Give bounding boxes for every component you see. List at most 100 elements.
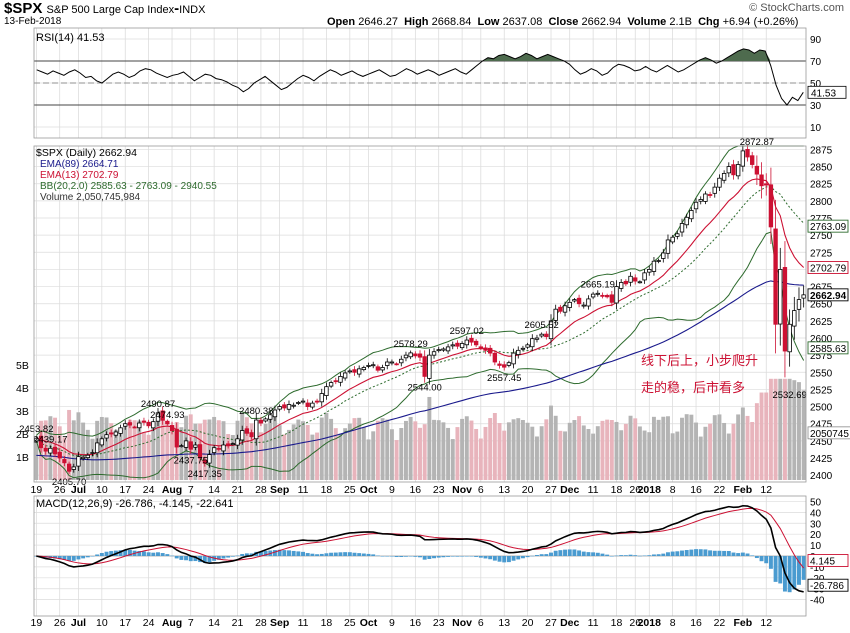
candle-body	[801, 294, 806, 299]
macd-histogram-bar	[399, 556, 404, 557]
candle-body	[721, 173, 727, 181]
volume-bar	[717, 414, 722, 480]
volume-bar	[113, 429, 118, 480]
price-tick-label: 2525	[810, 385, 833, 396]
candle-body	[80, 456, 86, 460]
volume-bar	[408, 416, 413, 480]
macd-histogram-bar	[492, 556, 497, 561]
macd-histogram-bar	[595, 552, 600, 556]
candle-body	[689, 210, 694, 220]
macd-histogram-bar	[301, 551, 305, 556]
volume-bar	[235, 420, 240, 480]
macd-histogram-bar	[324, 553, 329, 556]
macd-histogram-bar	[315, 554, 320, 556]
candle-body	[160, 410, 165, 421]
candle-body	[450, 344, 455, 347]
macd-histogram-bar	[202, 556, 207, 563]
price-flag	[807, 219, 849, 233]
candle-body	[352, 369, 357, 373]
candle-body	[623, 280, 629, 285]
x-tick-label: Nov	[452, 484, 472, 496]
volume-bar	[474, 428, 479, 480]
macd-histogram-bar	[375, 555, 380, 557]
macd-histogram-bar	[731, 552, 736, 556]
macd-histogram-bar	[123, 549, 128, 556]
volume-bar	[450, 439, 455, 480]
volume-bar	[141, 432, 146, 480]
x-tick-label: 27	[545, 617, 557, 629]
volume-bar	[478, 438, 483, 480]
volume-bar	[34, 438, 39, 480]
macd-histogram-bar	[745, 553, 750, 556]
bb-lower-line	[35, 231, 805, 479]
macd-histogram-bar	[137, 550, 142, 556]
volume-bar	[525, 422, 530, 480]
volume-bar	[263, 423, 268, 480]
chart-gridlines	[34, 28, 806, 616]
volume-bar	[544, 419, 549, 480]
candle-body	[85, 454, 90, 459]
macd-histogram-bar	[544, 554, 549, 556]
macd-histogram-bar	[413, 556, 418, 557]
macd-histogram-bar	[277, 549, 282, 556]
copyright: © StockCharts.com	[749, 2, 844, 14]
volume-bar	[553, 415, 558, 480]
volume-bar	[754, 403, 759, 480]
quote-summary: Open 2646.27 High 2668.84 Low 2637.08 Cl…	[327, 16, 799, 28]
volume-bar	[684, 414, 689, 480]
volume-bar	[726, 433, 731, 480]
volume-bar	[291, 424, 296, 480]
macd-histogram-bar	[347, 552, 352, 556]
macd-histogram-bar	[586, 552, 591, 556]
volume-bar	[708, 423, 713, 480]
candle-body	[174, 428, 179, 448]
macd-histogram-bar	[797, 556, 801, 585]
volume-bar	[99, 416, 104, 480]
candle-body	[52, 446, 58, 455]
x-tick-label: 21	[232, 484, 244, 496]
x-tick-label: 13	[498, 484, 510, 496]
price-tick-label: 2675	[810, 283, 833, 294]
macd-histogram-bar	[577, 550, 582, 556]
x-tick-label: 21	[232, 617, 244, 629]
price-annotation: 2605.52	[524, 320, 558, 331]
x-tick-label: 17	[119, 484, 131, 496]
rsi-tick-label: 30	[810, 101, 822, 112]
candle-body	[642, 272, 647, 281]
macd-histogram-bar	[717, 550, 722, 556]
volume-bar	[768, 378, 773, 480]
macd-histogram-bar	[675, 551, 680, 556]
macd-histogram-bar	[708, 550, 713, 556]
candle-body	[675, 233, 680, 237]
candle-body	[745, 149, 750, 158]
candle-body	[614, 286, 619, 304]
rsi-line	[36, 48, 804, 106]
candle-body	[782, 267, 788, 352]
volume-legend: Volume 2,050,745,984	[40, 192, 141, 203]
x-tick-label: Feb	[734, 484, 753, 496]
candle-body	[750, 155, 755, 165]
x-tick-label: 16	[690, 484, 702, 496]
volume-bar	[516, 418, 521, 480]
volume-bar	[563, 431, 568, 480]
candle-body	[314, 400, 320, 403]
macd-histogram-bar	[572, 549, 577, 556]
macd-histogram-bar	[651, 554, 656, 556]
candle-body	[539, 333, 544, 337]
price-annotation: 2665.19	[581, 279, 615, 290]
candle-body	[796, 299, 802, 310]
volume-bar	[160, 412, 165, 480]
candle-body	[43, 447, 48, 452]
candle-body	[155, 412, 161, 422]
macd-histogram-bar	[389, 556, 394, 557]
volume-bar	[778, 378, 783, 480]
macd-histogram-bar	[768, 556, 773, 569]
volume-bar	[609, 419, 614, 480]
volume-bar	[371, 431, 376, 480]
volume-bar	[750, 421, 755, 480]
candle-body	[633, 277, 638, 282]
volume-bar	[287, 429, 291, 480]
price-tick-label: 2650	[810, 300, 833, 311]
x-tick-label: 24	[143, 484, 155, 496]
